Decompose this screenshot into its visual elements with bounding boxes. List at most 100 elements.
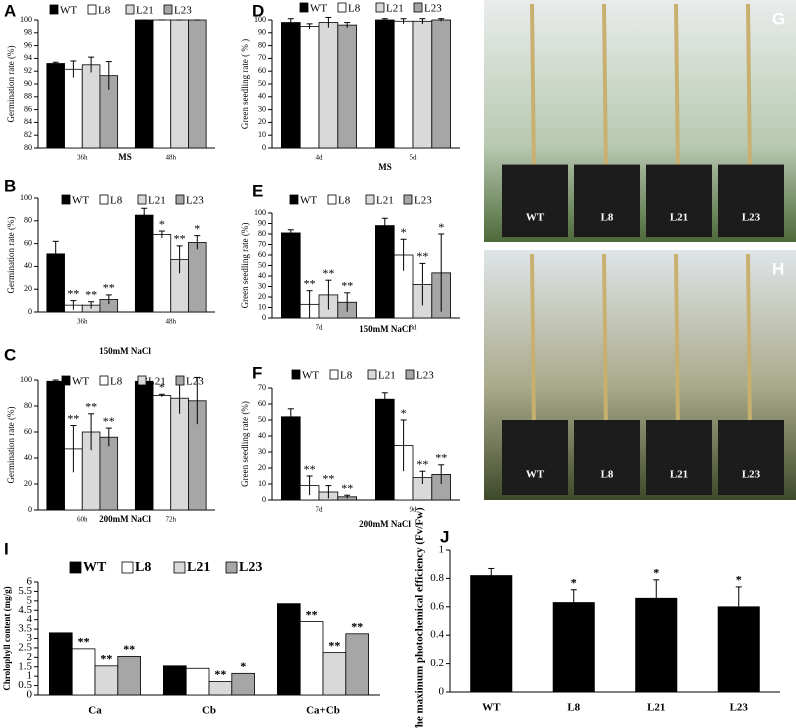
y-tick-label: 1 [439, 544, 445, 556]
bar [231, 672, 256, 696]
legend-swatch [175, 194, 185, 205]
y-tick-label: 40 [24, 261, 32, 270]
significance: ** [67, 286, 79, 300]
legend-swatch [137, 194, 147, 205]
x-tick-label: Ca+Cb [306, 705, 340, 717]
y-tick-label: 84 [24, 117, 32, 126]
legend-label: WT [72, 195, 89, 207]
y-tick-label: 70 [258, 239, 266, 248]
x-tick-label: 60h [77, 516, 88, 524]
significance: ** [103, 281, 115, 295]
panel-letter: J [440, 527, 449, 546]
legend-label: WT [300, 195, 317, 207]
x-axis-label: 200mM NaCl [99, 514, 151, 524]
x-tick-label: 36h [77, 154, 88, 162]
significance: ** [328, 638, 340, 652]
y-tick-label: 4.5 [18, 604, 32, 616]
significance: * [653, 566, 659, 580]
significance: ** [341, 481, 353, 495]
legend-swatch [299, 2, 309, 13]
panel-letter: G [772, 9, 785, 28]
y-tick-label: 70 [258, 383, 266, 392]
y-tick-label: 0 [439, 686, 445, 698]
stake [530, 3, 536, 175]
y-tick-label: 80 [24, 401, 32, 410]
y-axis-label: Germination rate (%) [6, 217, 16, 294]
significance: ** [416, 249, 428, 263]
panel-letter: E [252, 181, 263, 200]
x-axis-label: 150mM NaCl [359, 324, 411, 334]
pot [646, 420, 712, 495]
y-tick-label: 10 [258, 479, 266, 488]
bar [470, 575, 513, 693]
panel-letter: B [4, 176, 16, 195]
y-tick-label: 94 [24, 53, 32, 62]
bar [134, 19, 154, 149]
legend-label: L8 [348, 3, 361, 15]
x-axis-label: 150mM NaCl [99, 346, 151, 356]
photo-label: WT [526, 211, 545, 223]
legend-label: L21 [136, 5, 154, 17]
pot [502, 164, 568, 238]
y-tick-label: 30 [258, 281, 266, 290]
y-tick-label: 86 [24, 104, 32, 113]
y-tick-label: 40 [258, 92, 266, 101]
y-tick-label: 0 [27, 689, 33, 701]
panel-letter: A [4, 1, 16, 20]
y-tick-label: 80 [24, 216, 32, 225]
y-tick-label: 5 [27, 594, 33, 606]
y-tick-label: 40 [258, 431, 266, 440]
photo-label: L23 [742, 211, 761, 223]
significance: * [438, 220, 444, 234]
significance: * [736, 573, 742, 587]
significance: ** [322, 471, 334, 485]
significance: ** [103, 414, 115, 428]
bar [322, 652, 347, 696]
y-tick-label: 92 [24, 66, 32, 75]
significance: ** [67, 411, 79, 425]
legend-label: L21 [187, 560, 210, 575]
y-tick-label: 80 [24, 143, 32, 152]
legend-label: L21 [148, 376, 166, 388]
significance: ** [416, 457, 428, 471]
legend-swatch [403, 194, 413, 205]
significance: ** [78, 635, 90, 649]
legend-swatch [69, 561, 82, 574]
bar [280, 416, 301, 501]
legend-swatch [289, 194, 299, 205]
significance: ** [304, 276, 316, 290]
panel-letter: H [772, 259, 784, 278]
panel-letter: D [252, 1, 264, 20]
bar [374, 19, 395, 149]
bar [412, 20, 433, 149]
y-tick-label: 6 [27, 576, 33, 588]
y-tick-label: 1 [27, 670, 33, 682]
legend-label: L8 [110, 376, 123, 388]
bar [337, 24, 357, 149]
significance: * [240, 659, 246, 673]
stake [674, 3, 680, 175]
y-tick-label: 0.4 [430, 629, 444, 641]
legend-label: L23 [174, 5, 192, 17]
legend-swatch [137, 375, 147, 386]
y-tick-label: 1.5 [18, 660, 32, 672]
y-tick-label: 0 [28, 505, 32, 514]
x-tick-label: Cb [202, 705, 216, 717]
bar [374, 398, 395, 501]
legend-label: L8 [110, 195, 123, 207]
y-tick-label: 50 [258, 260, 266, 269]
stake [530, 253, 536, 431]
y-tick-label: 40 [258, 271, 266, 280]
y-tick-label: 0 [262, 495, 266, 504]
y-tick-label: 3 [27, 632, 33, 644]
legend-label: L8 [340, 370, 353, 382]
y-tick-label: 90 [258, 28, 266, 37]
bar [134, 214, 154, 313]
legend-label: L8 [98, 5, 111, 17]
bar [170, 19, 189, 149]
bar [280, 22, 301, 149]
significance: * [571, 576, 577, 590]
significance: ** [435, 451, 447, 465]
y-tick-label: 100 [20, 375, 32, 384]
